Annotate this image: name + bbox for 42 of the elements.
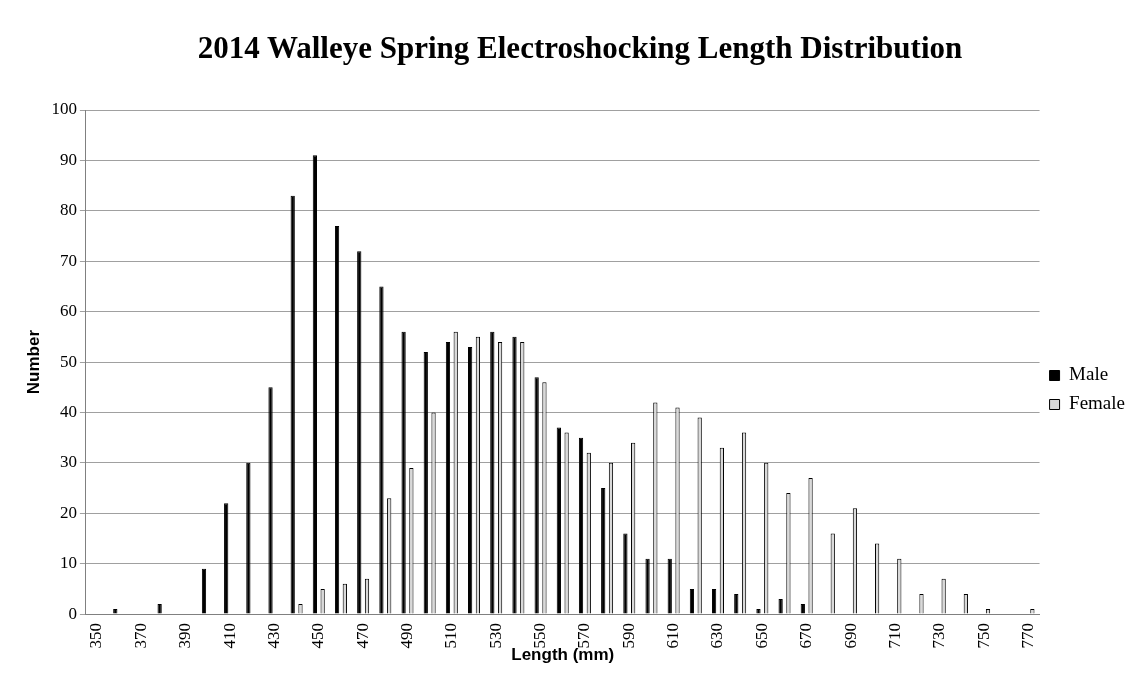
y-tick-label: 60 <box>59 301 77 321</box>
x-tick-label: 630 <box>707 623 727 649</box>
x-tick-label: 390 <box>175 623 195 649</box>
y-tick-label: 70 <box>59 250 77 270</box>
x-tick-label: 510 <box>441 623 461 649</box>
y-tick-label: 0 <box>68 603 77 623</box>
bar <box>401 331 406 614</box>
bar <box>379 286 384 614</box>
bar <box>645 558 650 614</box>
y-tick-label: 100 <box>51 99 77 119</box>
y-tick-label: 90 <box>59 149 77 169</box>
bar <box>623 533 628 614</box>
x-tick-label: 370 <box>130 623 150 649</box>
x-tick-label: 430 <box>263 623 283 649</box>
y-tick-label: 30 <box>59 452 77 472</box>
y-tick-label: 80 <box>59 200 77 220</box>
x-tick-label: 490 <box>396 623 416 649</box>
x-tick-label: 770 <box>1017 623 1037 649</box>
y-tick-label: 10 <box>59 553 77 573</box>
x-tick-label: 410 <box>219 623 239 649</box>
x-tick-label: 610 <box>663 623 683 649</box>
x-tick-label: 530 <box>485 623 505 649</box>
bar <box>268 387 273 614</box>
x-tick-label: 690 <box>840 623 860 649</box>
x-tick-label: 590 <box>618 623 638 649</box>
y-axis-title: Number <box>23 329 43 395</box>
y-tick-label: 20 <box>59 502 77 522</box>
x-tick-label: 350 <box>86 623 106 649</box>
legend-label: Female <box>1069 392 1126 414</box>
bar <box>512 336 517 614</box>
y-tick-label: 40 <box>59 401 77 421</box>
chart-title: 2014 Walleye Spring Electroshocking Length Distribution <box>196 29 964 67</box>
legend-label: Male <box>1069 363 1109 385</box>
x-tick-label: 730 <box>929 623 949 649</box>
x-tick-label: 670 <box>796 623 816 649</box>
x-tick-label: 710 <box>884 623 904 649</box>
x-tick-label: 570 <box>574 623 594 649</box>
x-tick-label: 750 <box>973 623 993 649</box>
y-tick-label: 50 <box>59 351 77 371</box>
x-tick-label: 450 <box>308 623 328 649</box>
x-tick-label: 650 <box>751 623 771 649</box>
x-tick-label: 470 <box>352 623 372 649</box>
